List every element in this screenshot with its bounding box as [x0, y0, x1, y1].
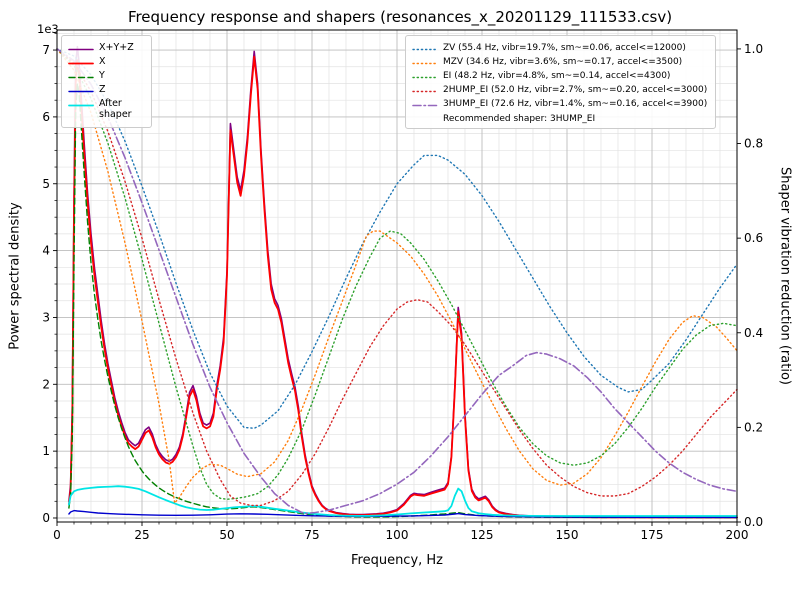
legend-swatch-shaper-ei: [412, 76, 438, 79]
x-tick-label: 50: [219, 528, 234, 542]
legend-swatch-shaper-mzv: [412, 62, 438, 65]
legend-item-psd-after-shaper: After shaper: [68, 98, 143, 121]
y-left-tick-label: 2: [42, 377, 50, 391]
legend-swatch-psd-x: [68, 62, 94, 65]
legend-item-psd-x: X: [68, 56, 143, 69]
legend-item-shaper-zv: ZV (55.4 Hz, vibr=19.7%, sm~=0.06, accel…: [412, 43, 707, 55]
y-axis-label-right: Shaper vibration reduction (ratio): [777, 167, 793, 385]
y-right-tick-label: 0.4: [744, 326, 763, 340]
legend-swatch-psd-xyz: [68, 48, 94, 51]
legend-swatch-shaper-2hump-ei: [412, 90, 438, 93]
legend-item-shaper-2hump-ei: 2HUMP_EI (52.0 Hz, vibr=2.7%, sm~=0.20, …: [412, 85, 707, 97]
legend-swatch-psd-z: [68, 90, 94, 93]
legend-swatch-shaper-zv: [412, 48, 438, 51]
legend-label-shaper-zv: ZV (55.4 Hz, vibr=19.7%, sm~=0.06, accel…: [443, 43, 686, 53]
series-shaper-ei: [56, 48, 738, 500]
legend-label-psd-y: Y: [99, 70, 105, 81]
y-right-tick-label: 0.2: [744, 420, 763, 434]
legend-label-psd-z: Z: [99, 84, 106, 95]
y-left-tick-label: 6: [42, 110, 50, 124]
x-tick-label: 125: [471, 528, 494, 542]
legend-item-shaper-ei: EI (48.2 Hz, vibr=4.8%, sm~=0.14, accel<…: [412, 71, 707, 83]
x-tick-label: 100: [386, 528, 409, 542]
y-right-tick-label: 0.6: [744, 231, 763, 245]
legend-note: Recommended shaper: 3HUMP_EI: [443, 114, 596, 124]
legend-item-shaper-mzv: MZV (34.6 Hz, vibr=3.6%, sm~=0.17, accel…: [412, 57, 707, 69]
y-left-tick-label: 5: [42, 177, 50, 191]
series-shaper-zv: [56, 48, 738, 429]
legend-item-psd-z: Z: [68, 84, 143, 97]
y-axis-label-left: Power spectral density: [7, 202, 23, 350]
x-tick-label: 200: [726, 528, 749, 542]
series-shaper-mzv: [56, 48, 738, 504]
legend-label-psd-xyz: X+Y+Z: [99, 42, 134, 53]
legend-shapers: ZV (55.4 Hz, vibr=19.7%, sm~=0.06, accel…: [405, 35, 717, 129]
axes-group: 0 25 50 75 100 125 150 175 200 0 1 2 3 4 5 6 7 0.0 0.2 0.4 0…: [42, 29, 763, 542]
x-axis-label: Frequency, Hz: [350, 553, 444, 568]
x-tick-label: 25: [134, 528, 149, 542]
y-left-tick-label: 3: [42, 310, 50, 324]
legend-label-psd-x: X: [99, 56, 106, 67]
x-tick-label: 175: [641, 528, 664, 542]
y-axis-offset-text: 1e3: [37, 22, 59, 36]
legend-swatch-shaper-3hump-ei: [412, 104, 438, 107]
legend-label-shaper-2hump-ei: 2HUMP_EI (52.0 Hz, vibr=2.7%, sm~=0.20, …: [443, 85, 708, 95]
x-tick-label: 0: [53, 528, 61, 542]
y-right-tick-label: 0.0: [744, 515, 763, 529]
legend-item-shaper-3hump-ei: 3HUMP_EI (72.6 Hz, vibr=1.4%, sm~=0.16, …: [412, 99, 707, 111]
series-shaper-3hump-ei: [56, 48, 738, 515]
legend-swatch-psd-y: [68, 76, 94, 79]
legend-label-shaper-3hump-ei: 3HUMP_EI (72.6 Hz, vibr=1.4%, sm~=0.16, …: [443, 99, 708, 109]
series-psd-z: [68, 509, 738, 519]
legend-psd: X+Y+Z X Y Z After shaper: [61, 35, 152, 128]
series-psd-x: [68, 55, 738, 519]
chart-title: Frequency response and shapers (resonanc…: [127, 8, 673, 26]
y-right-tick-label: 1.0: [744, 42, 763, 56]
legend-label-shaper-mzv: MZV (34.6 Hz, vibr=3.6%, sm~=0.17, accel…: [443, 57, 683, 67]
legend-label-psd-after-shaper: After shaper: [99, 98, 132, 120]
series-psd-after-shaper: [68, 485, 738, 517]
legend-item-psd-y: Y: [68, 70, 143, 83]
legend-swatch-psd-after-shaper: [68, 104, 94, 107]
y-left-tick-label: 0: [42, 511, 50, 525]
y-right-tick-label: 0.8: [744, 137, 763, 151]
legend-item-psd-xyz: X+Y+Z: [68, 42, 143, 55]
x-tick-label: 75: [304, 528, 319, 542]
series-group: [56, 45, 738, 519]
y-left-tick-label: 1: [42, 444, 50, 458]
y-left-tick-label: 4: [42, 244, 50, 258]
x-tick-label: 150: [556, 528, 579, 542]
series-shaper-2hump-ei: [56, 48, 738, 507]
legend-label-shaper-ei: EI (48.2 Hz, vibr=4.8%, sm~=0.14, accel<…: [443, 71, 671, 81]
y-left-tick-label: 7: [42, 43, 50, 57]
